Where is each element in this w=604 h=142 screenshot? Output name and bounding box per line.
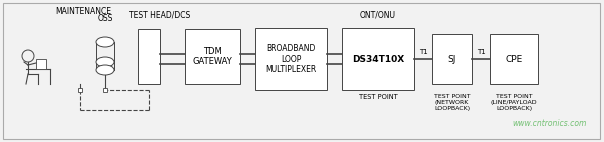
Text: TEST POINT
(NETWORK
LOOPBACK): TEST POINT (NETWORK LOOPBACK) [434,94,471,111]
Text: TEST POINT: TEST POINT [359,94,397,100]
Text: BROADBAND
LOOP
MULTIPLEXER: BROADBAND LOOP MULTIPLEXER [265,44,316,74]
Ellipse shape [96,65,114,75]
Text: TEST POINT
(LINE/PAYLOAD
LOOPBACK): TEST POINT (LINE/PAYLOAD LOOPBACK) [490,94,538,111]
Text: DS34T10X: DS34T10X [352,55,404,63]
Ellipse shape [96,37,114,47]
Text: T1: T1 [419,49,428,55]
Text: ONT/ONU: ONT/ONU [360,10,396,19]
Text: SJ: SJ [448,55,456,63]
Bar [36,59,46,69]
Text: MAINTENANCE: MAINTENANCE [55,7,111,16]
Bar [103,88,107,92]
Text: TDM
GATEWAY: TDM GATEWAY [193,47,233,66]
Bar [490,34,538,84]
Bar [432,34,472,84]
Bar [78,88,82,92]
Ellipse shape [96,57,114,67]
Text: OSS: OSS [97,14,113,23]
Bar [185,29,240,84]
Text: TEST HEAD/DCS: TEST HEAD/DCS [129,10,191,19]
Text: T1: T1 [477,49,486,55]
Bar [255,28,327,90]
Bar [138,29,160,84]
Text: www.cntronics.com: www.cntronics.com [513,120,587,129]
Text: CPE: CPE [506,55,522,63]
Bar [342,28,414,90]
